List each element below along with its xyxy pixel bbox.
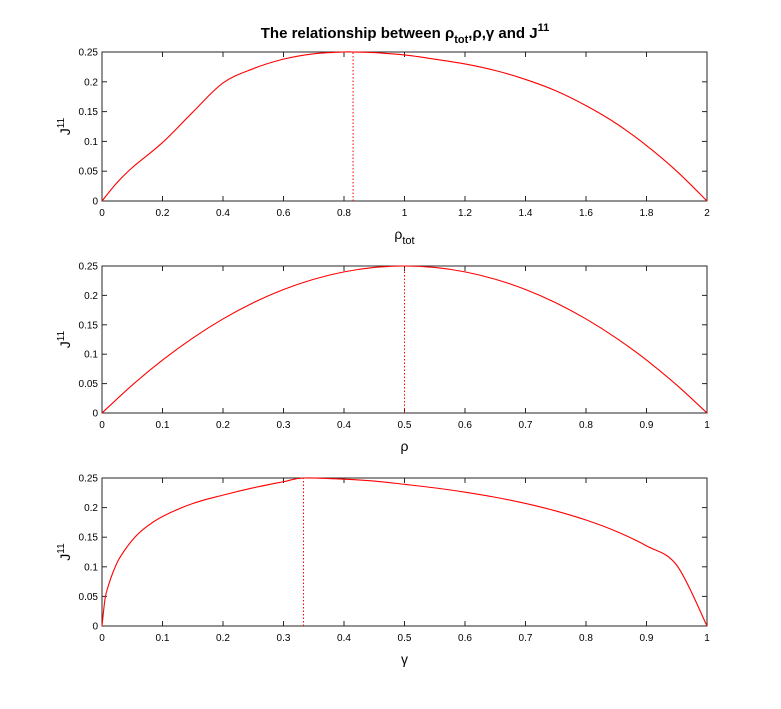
title-rho-subscript: tot: [454, 34, 468, 46]
axes-box: [101, 477, 708, 627]
title-prefix: The relationship between: [261, 25, 445, 42]
x-tick-label: 0.6: [458, 633, 472, 644]
x-tick-label: 0.4: [216, 208, 230, 219]
x-tick-label: 0.2: [216, 420, 230, 431]
y-tick-label: 0.1: [84, 137, 98, 148]
x-tick-label: 0.1: [156, 633, 170, 644]
x-tick-label: 1.6: [579, 208, 593, 219]
y-axis-label: J11: [56, 330, 73, 348]
x-tick-label: 1: [704, 633, 710, 644]
y-tick-label: 0.25: [79, 474, 99, 485]
x-axis-label-main: ρ: [394, 226, 402, 242]
y-axis-label-superscript: 11: [56, 330, 67, 341]
series-line: [101, 51, 708, 202]
y-tick-label: 0.15: [79, 533, 99, 544]
subplot-rho-tot: 0 0.2 0.4 0.6 0.8 1 1.2 1.4 1.6 1.8 2 0 0.05 0.1 0.15 0…: [56, 48, 710, 248]
y-tick-label: 0.2: [84, 77, 98, 88]
y-axis-label-main: J: [57, 128, 73, 135]
x-tick-label: 0: [99, 633, 105, 644]
series-line: [101, 477, 708, 627]
x-tick-label: 0.5: [398, 633, 412, 644]
y-tick-label: 0.2: [84, 503, 98, 514]
y-tick-label: 0.2: [84, 291, 98, 302]
y-tick-label: 0.25: [79, 48, 99, 59]
x-tick-label: 1.4: [519, 208, 533, 219]
y-tick-label: 0: [92, 622, 98, 633]
y-tick-label: 0.1: [84, 562, 98, 573]
x-tick-label: 0.9: [640, 633, 654, 644]
x-tick-label: 0.4: [337, 633, 351, 644]
y-tick-label: 0.25: [79, 262, 99, 273]
x-tick-label: 1.8: [640, 208, 654, 219]
x-tick-label: 0.9: [640, 420, 654, 431]
y-axis-label-superscript: 11: [56, 117, 67, 128]
x-tick-label: 0.6: [277, 208, 291, 219]
x-tick-label: 0: [99, 420, 105, 431]
y-axis-label-main: J: [57, 554, 73, 561]
y-tick-label: 0.15: [79, 107, 99, 118]
title-mid: ,ρ,γ and: [468, 25, 529, 42]
y-tick-label: 0.15: [79, 320, 99, 331]
y-axis-label-main: J: [57, 341, 73, 348]
x-tick-label: 2: [704, 208, 710, 219]
x-tick-label: 0.8: [337, 208, 351, 219]
figure-title: The relationship between ρtot,ρ,γ and J1…: [261, 22, 549, 46]
title-j: J: [529, 25, 537, 42]
x-axis-label: ρ: [401, 438, 409, 454]
y-tick-label: 0.05: [79, 379, 99, 390]
x-tick-label: 0.8: [579, 420, 593, 431]
subplot-rho: 0 0.1 0.2 0.3 0.4 0.5 0.6 0.7 0.8 0.9 1 0 0.05 0.1 0.1…: [56, 262, 710, 455]
x-tick-label: 1: [402, 208, 408, 219]
x-tick-label: 0.4: [337, 420, 351, 431]
x-axis-label: ρtot: [394, 226, 414, 247]
x-axis-label: γ: [401, 651, 408, 667]
title-rho: ρ: [445, 25, 454, 42]
x-axis-label-subscript: tot: [402, 235, 414, 247]
y-axis-label-superscript: 11: [56, 543, 67, 554]
y-tick-label: 0.05: [79, 592, 99, 603]
y-axis-label: J11: [56, 543, 73, 561]
y-tick-label: 0: [92, 197, 98, 208]
x-tick-label: 0.5: [398, 420, 412, 431]
x-tick-label: 0: [99, 208, 105, 219]
x-axis-label-main: ρ: [401, 438, 409, 454]
x-tick-label: 0.7: [519, 633, 533, 644]
x-tick-label: 0.7: [519, 420, 533, 431]
y-tick-label: 0.1: [84, 350, 98, 361]
x-tick-label: 0.1: [156, 420, 170, 431]
axes-box: [101, 51, 708, 202]
x-tick-label: 0.3: [277, 420, 291, 431]
x-tick-label: 0.3: [277, 633, 291, 644]
x-tick-label: 0.6: [458, 420, 472, 431]
y-axis-label: J11: [56, 117, 73, 135]
x-tick-label: 1: [704, 420, 710, 431]
x-tick-label: 0.8: [579, 633, 593, 644]
subplot-gamma: 0 0.1 0.2 0.3 0.4 0.5 0.6 0.7 0.8 0.9 1 0 0.05 0.1 0.1…: [56, 474, 710, 668]
series-line: [101, 265, 708, 414]
y-tick-label: 0.05: [79, 167, 99, 178]
x-tick-label: 0.2: [216, 633, 230, 644]
x-axis-label-main: γ: [401, 651, 408, 667]
x-tick-label: 0.2: [156, 208, 170, 219]
title-j-superscript: 11: [538, 22, 550, 34]
x-tick-label: 1.2: [458, 208, 472, 219]
y-tick-label: 0: [92, 409, 98, 420]
